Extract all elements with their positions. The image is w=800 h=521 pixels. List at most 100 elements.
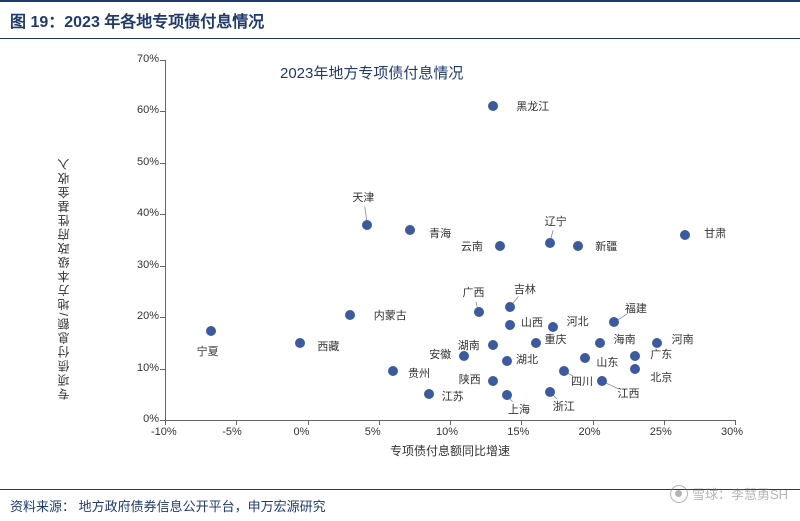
scatter-point [362,220,372,230]
x-tick [379,420,380,425]
x-tick [593,420,594,425]
point-label: 河北 [567,313,589,329]
x-tick-label: 20% [579,426,601,438]
scatter-point [488,376,498,386]
scatter-point [545,238,555,248]
scatter-point [609,317,619,327]
x-tick-label: 25% [650,426,672,438]
point-label: 山东 [596,354,618,370]
scatter-point [559,366,569,376]
scatter-point [595,338,605,348]
y-tick-label: 0% [129,413,159,425]
y-axis-label: 专项债付息额/地方本级政府性基金收入 [55,80,72,400]
point-label: 海南 [614,331,636,347]
point-label: 甘肃 [704,225,726,241]
scatter-point [495,241,505,251]
scatter-point [459,351,469,361]
y-tick-label: 50% [129,156,159,168]
x-tick-label: 30% [721,426,743,438]
point-label: 四川 [571,373,593,389]
point-label: 河南 [672,331,694,347]
scatter-point [630,364,640,374]
y-tick [160,420,165,421]
y-tick [160,266,165,267]
x-tick [664,420,665,425]
chart-title: 2023年地方专项债付息情况 [280,62,463,83]
scatter-point [545,387,555,397]
scatter-point [502,390,512,400]
x-tick [521,420,522,425]
x-tick [735,420,736,425]
point-label: 广东 [650,346,672,362]
x-tick-label: -5% [222,426,242,438]
y-axis-line [165,60,166,420]
y-tick-label: 60% [129,104,159,116]
point-label: 山西 [521,314,543,330]
scatter-point [345,310,355,320]
point-label: 黑龙江 [516,98,549,114]
scatter-point [295,338,305,348]
x-tick [236,420,237,425]
scatter-point [474,307,484,317]
figure-header: 图 19：2023 年各地专项债付息情况 [0,0,800,39]
scatter-point [424,389,434,399]
y-tick [160,317,165,318]
scatter-chart: 2023年地方专项债付息情况 专项债付息额/地方本级政府性基金收入 专项债付息额… [55,50,755,450]
point-label: 云南 [461,238,483,254]
scatter-point [206,326,216,336]
scatter-point [502,356,512,366]
watermark: 雪球：李慧勇SH [670,484,788,503]
y-tick-label: 70% [129,53,159,65]
y-tick [160,163,165,164]
scatter-point [488,340,498,350]
point-label: 上海 [508,401,530,417]
x-tick-label: 0% [294,426,310,438]
scatter-point [388,366,398,376]
watermark-text: 雪球：李慧勇SH [692,484,788,503]
y-tick-label: 40% [129,207,159,219]
x-tick-label: -10% [151,426,177,438]
point-label: 福建 [625,300,647,316]
scatter-point [597,376,607,386]
point-label: 安徽 [429,346,451,362]
scatter-point [505,320,515,330]
point-label: 贵州 [408,365,430,381]
point-label: 广西 [463,284,485,300]
point-label: 湖北 [516,351,538,367]
scatter-point [531,338,541,348]
x-tick-label: 5% [365,426,381,438]
scatter-point [488,101,498,111]
y-tick-label: 10% [129,362,159,374]
point-label: 吉林 [514,281,536,297]
point-label: 江西 [617,385,639,401]
snowball-icon [670,485,688,503]
scatter-point [580,353,590,363]
y-tick [160,111,165,112]
y-tick-label: 20% [129,310,159,322]
figure-title: 图 19：2023 年各地专项债付息情况 [10,14,264,31]
point-label: 内蒙古 [374,307,407,323]
x-axis-label: 专项债付息额同比增速 [390,442,510,459]
x-tick-label: 15% [507,426,529,438]
y-tick-label: 30% [129,259,159,271]
point-label: 宁夏 [197,343,219,359]
y-tick [160,369,165,370]
point-label: 新疆 [595,238,617,254]
point-label: 辽宁 [545,213,567,229]
point-label: 重庆 [545,331,567,347]
point-label: 青海 [429,225,451,241]
scatter-point [573,241,583,251]
source-text: 地方政府债券信息公开平台，申万宏源研究 [79,499,326,514]
scatter-point [680,230,690,240]
point-label: 西藏 [317,338,339,354]
x-tick [165,420,166,425]
point-label: 天津 [352,189,374,205]
y-tick [160,214,165,215]
x-tick-label: 10% [436,426,458,438]
x-tick [450,420,451,425]
scatter-point [405,225,415,235]
scatter-point [630,351,640,361]
y-tick [160,60,165,61]
point-label: 江苏 [442,388,464,404]
point-label: 陕西 [459,371,481,387]
